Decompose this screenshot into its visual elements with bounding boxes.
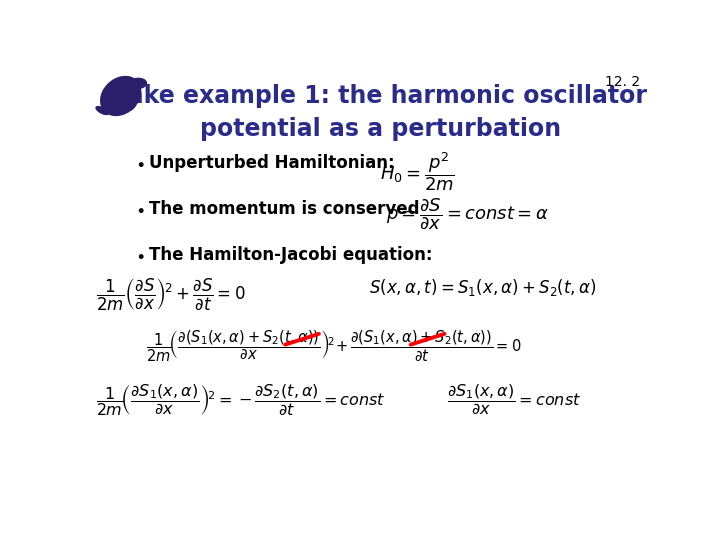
Text: $\dfrac{1}{2m}\!\left(\dfrac{\partial(S_1(x,\alpha)+S_2(t,\alpha))}{\partial x}\: $\dfrac{1}{2m}\!\left(\dfrac{\partial(S_… — [145, 329, 521, 365]
Ellipse shape — [100, 76, 141, 116]
Text: potential as a perturbation: potential as a perturbation — [199, 117, 561, 141]
Text: Fake example 1: the harmonic oscillator: Fake example 1: the harmonic oscillator — [113, 84, 647, 107]
Text: $\bullet$: $\bullet$ — [135, 200, 144, 218]
Ellipse shape — [95, 106, 109, 115]
Text: The momentum is conserved: The momentum is conserved — [148, 200, 419, 218]
Text: $\dfrac{1}{2m}\!\left(\dfrac{\partial S_1(x,\alpha)}{\partial x}\right)^{\!2} = : $\dfrac{1}{2m}\!\left(\dfrac{\partial S_… — [96, 383, 385, 418]
Text: $\dfrac{\partial S_1(x,\alpha)}{\partial x} = const$: $\dfrac{\partial S_1(x,\alpha)}{\partial… — [447, 383, 581, 417]
Text: $p = \dfrac{\partial S}{\partial x} = const = \alpha$: $p = \dfrac{\partial S}{\partial x} = co… — [386, 196, 549, 231]
Ellipse shape — [107, 86, 115, 94]
Ellipse shape — [127, 103, 136, 111]
Text: $\bullet$: $\bullet$ — [135, 246, 144, 264]
Text: $\bullet$: $\bullet$ — [135, 154, 144, 172]
Text: The Hamilton-Jacobi equation:: The Hamilton-Jacobi equation: — [148, 246, 432, 264]
Text: $H_0 = \dfrac{p^2}{2m}$: $H_0 = \dfrac{p^2}{2m}$ — [380, 150, 455, 193]
Text: Unperturbed Hamiltonian:: Unperturbed Hamiltonian: — [148, 154, 395, 172]
Ellipse shape — [109, 102, 116, 111]
Ellipse shape — [127, 78, 147, 90]
Text: $S(x,\alpha,t) = S_1(x,\alpha) + S_2(t,\alpha)$: $S(x,\alpha,t) = S_1(x,\alpha) + S_2(t,\… — [369, 277, 596, 298]
Text: 12. 2: 12. 2 — [605, 75, 639, 89]
Text: $\dfrac{1}{2m}\left(\dfrac{\partial S}{\partial x}\right)^{\!2} + \dfrac{\partia: $\dfrac{1}{2m}\left(\dfrac{\partial S}{\… — [96, 277, 245, 312]
Ellipse shape — [126, 86, 135, 93]
